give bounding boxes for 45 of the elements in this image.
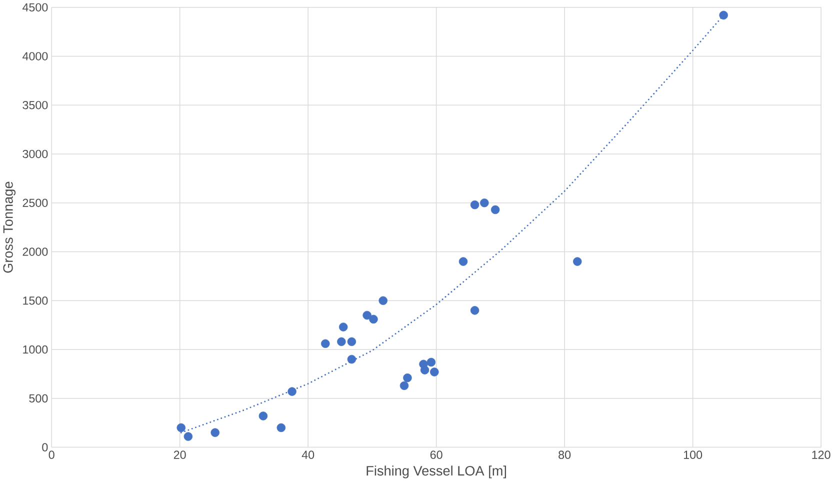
y-tick-label: 500 xyxy=(29,394,48,403)
point xyxy=(719,11,728,20)
y-tick-label: 1000 xyxy=(23,346,48,354)
point xyxy=(470,306,480,315)
y-tick-label: 3000 xyxy=(22,150,48,158)
point xyxy=(400,382,409,390)
point xyxy=(347,338,356,346)
point xyxy=(210,428,220,438)
point xyxy=(288,387,296,396)
y-tick-label: 4500 xyxy=(22,3,48,12)
point xyxy=(338,322,348,332)
point xyxy=(458,257,468,266)
point xyxy=(378,296,388,306)
point xyxy=(430,368,439,377)
y-tick-label: 2500 xyxy=(22,198,48,208)
point xyxy=(176,424,186,432)
y-tick-label: 2000 xyxy=(22,248,48,256)
point xyxy=(420,366,430,375)
x-tick-label: 0 xyxy=(48,450,54,460)
y-tick-label: 4000 xyxy=(22,52,48,61)
x-axis-title: Fishing Vessel LOA [m] xyxy=(366,466,506,479)
point xyxy=(184,432,193,442)
point xyxy=(362,311,372,320)
point xyxy=(403,374,412,382)
x-tick-label: 120 xyxy=(812,450,830,460)
point xyxy=(347,355,356,364)
x-tick-label: 60 xyxy=(430,450,442,460)
point xyxy=(480,198,489,208)
y-tick-label: 0 xyxy=(42,443,48,452)
point xyxy=(276,424,286,432)
x-tick-label: 80 xyxy=(558,450,571,460)
point xyxy=(470,200,480,210)
point xyxy=(337,338,346,346)
point xyxy=(573,257,582,266)
x-tick-label: 20 xyxy=(174,450,186,460)
point xyxy=(258,412,268,421)
point xyxy=(490,206,500,214)
point xyxy=(321,339,330,348)
y-tick-label: 3500 xyxy=(22,101,48,110)
point xyxy=(426,358,436,367)
x-tick-label: 40 xyxy=(302,450,314,460)
x-tick-label: 100 xyxy=(684,450,702,460)
y-tick-label: 1500 xyxy=(23,296,48,305)
y-axis-title: Gross Tonnage xyxy=(3,182,16,273)
point xyxy=(369,315,378,324)
